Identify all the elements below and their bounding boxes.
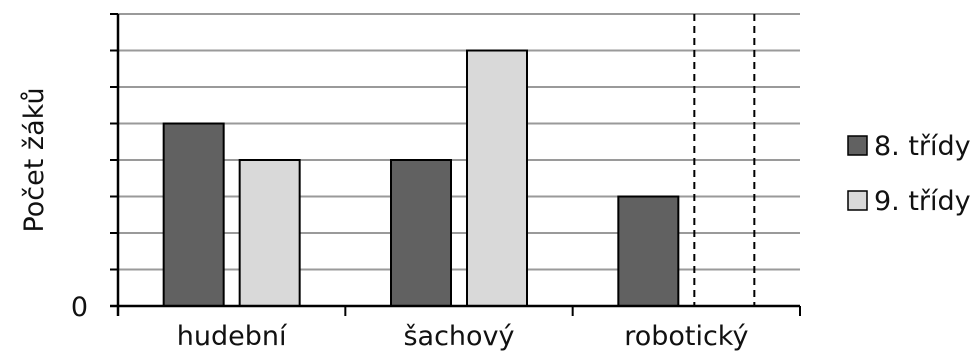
x-tick-label: šachový [403, 321, 514, 352]
bars [162, 14, 756, 307]
bar [617, 195, 680, 307]
axes [110, 13, 801, 316]
axis-labels: Počet žáků hudební šachový robotický 0 [19, 87, 748, 352]
legend-swatch [847, 135, 868, 156]
legend-label: 8. třídy [874, 131, 971, 162]
y-tick-label: 0 [71, 292, 88, 323]
x-tick-label: hudební [177, 321, 288, 352]
gridlines [118, 13, 800, 271]
bar [238, 159, 301, 307]
x-tick-label: robotický [624, 321, 748, 352]
legend-label: 9. třídy [874, 186, 971, 217]
bar [162, 122, 225, 307]
bar [466, 49, 528, 307]
bar [390, 159, 452, 307]
legend-swatch [847, 190, 868, 211]
y-axis-label: Počet žáků [19, 87, 50, 232]
legend: 8. třídy 9. třídy [847, 131, 971, 217]
